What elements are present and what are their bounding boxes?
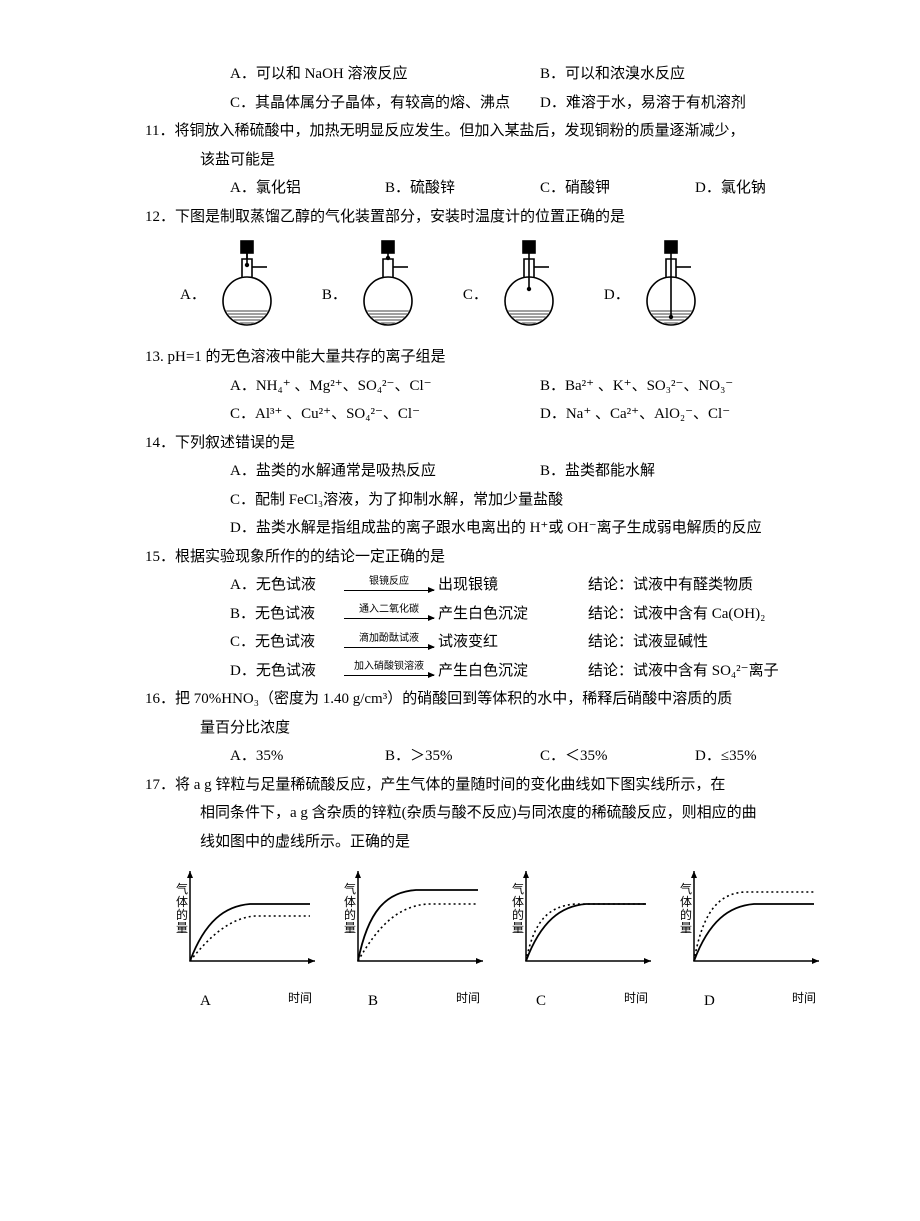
q12-figD: D．: [604, 239, 706, 331]
q13-optB: B．Ba²⁺ 、K⁺、SO₃²⁻、NO₃⁻: [540, 372, 850, 401]
chart-icon: 气体的量: [170, 866, 320, 976]
q15-rows: A．无色试液银镜反应出现银镜结论：试液中有醛类物质B．无色试液通入二氧化碳产生白…: [70, 571, 850, 685]
q14-optC: C．配制 FeCl₃溶液，为了抑制水解，常加少量盐酸: [70, 486, 850, 515]
q14-optA: A．盐类的水解通常是吸热反应: [230, 457, 540, 486]
q14-optB: B．盐类都能水解: [540, 457, 850, 486]
q17-chartB: 气体的量 B 时间: [338, 866, 488, 1015]
q13-optC: C．Al³⁺ 、Cu²⁺、SO₄²⁻、Cl⁻: [230, 400, 540, 429]
chart-label: A: [200, 987, 211, 1016]
q13-stem: 13. pH=1 的无色溶液中能大量共存的离子组是: [70, 343, 850, 372]
q11-optA: A．氯化铝: [230, 174, 385, 203]
q15-conclusion: 结论：试液中有醛类物质: [588, 571, 753, 600]
q14-optD: D．盐类水解是指组成盐的离子跟水电离出的 H⁺或 OH⁻离子生成弱电解质的反应: [70, 514, 850, 543]
q15-mid: 试液变红: [438, 628, 588, 657]
q12-labelD: D．: [604, 281, 630, 332]
x-axis-label: 时间: [456, 987, 480, 1016]
q17-stem: 17．将 a g 锌粒与足量稀硫酸反应，产生气体的量随时间的变化曲线如下图实线所…: [70, 771, 850, 800]
chart-label: D: [704, 987, 715, 1016]
q15-row-3: D．无色试液加入硝酸钡溶液产生白色沉淀结论：试液中含有 SO₄²⁻离子: [70, 657, 850, 686]
q16-opts: A．35% B．＞35% C．＜35% D．≤35%: [70, 742, 850, 771]
svg-text:气体的量: 气体的量: [344, 881, 356, 935]
q15-mid: 产生白色沉淀: [438, 657, 588, 686]
q11-stem2: 该盐可能是: [70, 146, 850, 175]
q14-stem: 14．下列叙述错误的是: [70, 429, 850, 458]
arrow-icon: 加入硝酸钡溶液: [344, 665, 434, 676]
q14-row1: A．盐类的水解通常是吸热反应 B．盐类都能水解: [70, 457, 850, 486]
q13-row1: A．NH₄⁺ 、Mg²⁺、SO₄²⁻、Cl⁻ B．Ba²⁺ 、K⁺、SO₃²⁻、…: [70, 372, 850, 401]
q10-optA: A．可以和 NaOH 溶液反应: [230, 60, 540, 89]
arrow-icon: 滴加酚酞试液: [344, 637, 434, 648]
q10-optB: B．可以和浓溴水反应: [540, 60, 850, 89]
flask-icon-a: [212, 239, 282, 331]
q10-row1: A．可以和 NaOH 溶液反应 B．可以和浓溴水反应: [70, 60, 850, 89]
x-axis-label: 时间: [288, 987, 312, 1016]
q11-optB: B．硫酸锌: [385, 174, 540, 203]
q15-mid: 产生白色沉淀: [438, 600, 588, 629]
q17-stem3: 线如图中的虚线所示。正确的是: [70, 828, 850, 857]
chart-icon: 气体的量: [338, 866, 488, 976]
arrow-icon: 通入二氧化碳: [344, 608, 434, 619]
q12-labelA: A．: [180, 281, 206, 332]
q17-charts: 气体的量 A 时间 气体的量 B 时间 气体的量 C 时间 气体的量 D 时间: [70, 866, 850, 1015]
q16-optC: C．＜35%: [540, 742, 695, 771]
q13-optA: A．NH₄⁺ 、Mg²⁺、SO₄²⁻、Cl⁻: [230, 372, 540, 401]
q15-conclusion: 结论：试液中含有 Ca(OH)₂: [588, 600, 765, 629]
q16-stem2: 量百分比浓度: [70, 714, 850, 743]
arrow-icon: 银镜反应: [344, 580, 434, 591]
q13-optD: D．Na⁺ 、Ca²⁺、AlO₂⁻、Cl⁻: [540, 400, 850, 429]
q13-row2: C．Al³⁺ 、Cu²⁺、SO₄²⁻、Cl⁻ D．Na⁺ 、Ca²⁺、AlO₂⁻…: [70, 400, 850, 429]
q16-optD: D．≤35%: [695, 742, 850, 771]
q12-labelB: B．: [322, 281, 347, 332]
q17-chartA: 气体的量 A 时间: [170, 866, 320, 1015]
q15-pre: D．无色试液: [230, 657, 340, 686]
q15-row-1: B．无色试液通入二氧化碳产生白色沉淀结论：试液中含有 Ca(OH)₂: [70, 600, 850, 629]
q12-labelC: C．: [463, 281, 488, 332]
flask-icon-c: [494, 239, 564, 331]
flask-icon-d: [636, 239, 706, 331]
q12-figA: A．: [180, 239, 282, 331]
q12-figC: C．: [463, 239, 564, 331]
chart-label: B: [368, 987, 378, 1016]
svg-text:气体的量: 气体的量: [680, 881, 692, 935]
q11-optC: C．硝酸钾: [540, 174, 695, 203]
q15-stem: 15．根据实验现象所作的的结论一定正确的是: [70, 543, 850, 572]
chart-icon: 气体的量: [674, 866, 824, 976]
q15-conclusion: 结论：试液显碱性: [588, 628, 708, 657]
flask-icon-b: [353, 239, 423, 331]
q16-stem: 16．把 70%HNO₃（密度为 1.40 g/cm³）的硝酸回到等体积的水中，…: [70, 685, 850, 714]
q15-row-2: C．无色试液滴加酚酞试液试液变红结论：试液显碱性: [70, 628, 850, 657]
chart-icon: 气体的量: [506, 866, 656, 976]
svg-text:气体的量: 气体的量: [176, 881, 188, 935]
q11-opts: A．氯化铝 B．硫酸锌 C．硝酸钾 D．氯化钠: [70, 174, 850, 203]
q12-figB: B．: [322, 239, 423, 331]
q10-optD: D．难溶于水，易溶于有机溶剂: [540, 89, 850, 118]
q11-stem: 11．将铜放入稀硫酸中，加热无明显反应发生。但加入某盐后，发现铜粉的质量逐渐减少…: [70, 117, 850, 146]
q12-stem: 12．下图是制取蒸馏乙醇的气化装置部分，安装时温度计的位置正确的是: [70, 203, 850, 232]
q15-conclusion: 结论：试液中含有 SO₄²⁻离子: [588, 657, 779, 686]
q17-chartD: 气体的量 D 时间: [674, 866, 824, 1015]
q10-row2: C．其晶体属分子晶体，有较高的熔、沸点 D．难溶于水，易溶于有机溶剂: [70, 89, 850, 118]
q16-optB: B．＞35%: [385, 742, 540, 771]
q15-mid: 出现银镜: [438, 571, 588, 600]
q15-pre: A．无色试液: [230, 571, 340, 600]
q15-pre: C．无色试液: [230, 628, 340, 657]
x-axis-label: 时间: [624, 987, 648, 1016]
svg-text:气体的量: 气体的量: [512, 881, 524, 935]
q16-optA: A．35%: [230, 742, 385, 771]
q17-chartC: 气体的量 C 时间: [506, 866, 656, 1015]
q15-row-0: A．无色试液银镜反应出现银镜结论：试液中有醛类物质: [70, 571, 850, 600]
q11-optD: D．氯化钠: [695, 174, 850, 203]
q17-stem2: 相同条件下，a g 含杂质的锌粒(杂质与酸不反应)与同浓度的稀硫酸反应，则相应的…: [70, 799, 850, 828]
q12-figures: A． B．: [70, 239, 850, 331]
x-axis-label: 时间: [792, 987, 816, 1016]
q15-pre: B．无色试液: [230, 600, 340, 629]
chart-label: C: [536, 987, 546, 1016]
q10-optC: C．其晶体属分子晶体，有较高的熔、沸点: [230, 89, 540, 118]
